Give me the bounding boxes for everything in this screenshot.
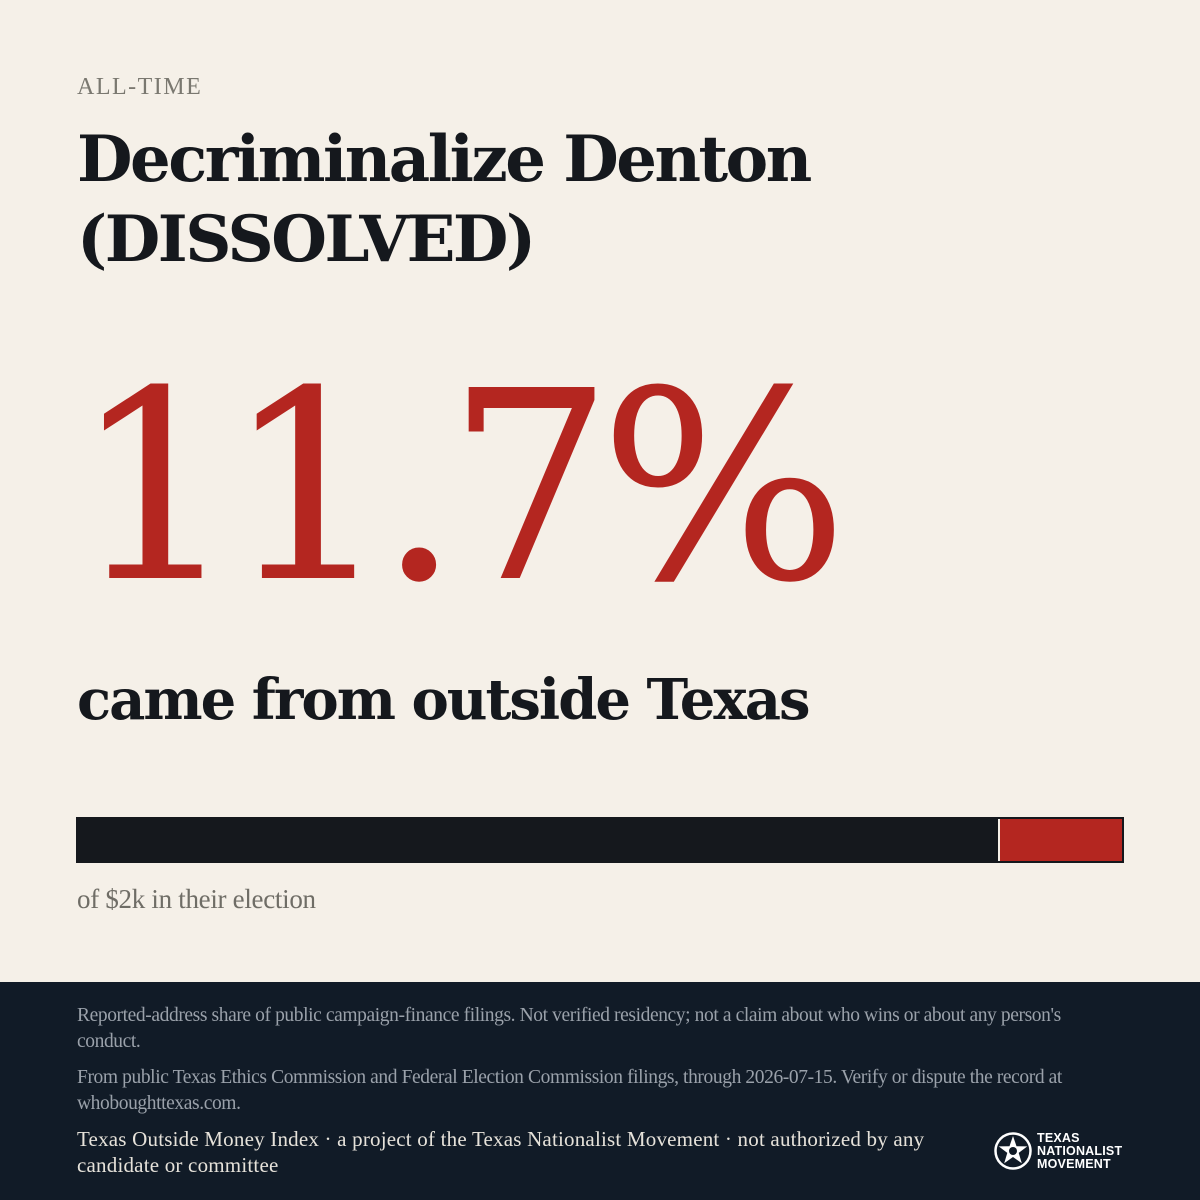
logo-line: MOVEMENT (1037, 1156, 1111, 1171)
outside-share-stat: 11.7% (72, 335, 848, 640)
stat-caption: came from outside Texas (77, 667, 811, 733)
tnm-star-seal-icon (994, 1132, 1032, 1170)
tnm-logo: TEXAS NATIONALIST MOVEMENT (993, 1131, 1122, 1171)
logo-line: NATIONALIST (1037, 1143, 1123, 1158)
logo-line: TEXAS (1037, 1130, 1080, 1145)
total-raised-caption: of $2k in their election (77, 884, 316, 914)
committee-name-heading: Decriminalize Denton (DISSOLVED) (77, 122, 812, 277)
project-credit: Texas Outside Money Index · a project of… (77, 1127, 925, 1177)
logo-wordmark: TEXAS NATIONALIST MOVEMENT (1037, 1130, 1123, 1171)
period-label: ALL-TIME (77, 74, 203, 100)
methodology-note: Reported-address share of public campaig… (77, 1005, 1061, 1052)
share-bar (76, 817, 1124, 863)
source-note: From public Texas Ethics Commission and … (77, 1067, 1062, 1114)
outside-share-bar-fill (997, 819, 1122, 861)
